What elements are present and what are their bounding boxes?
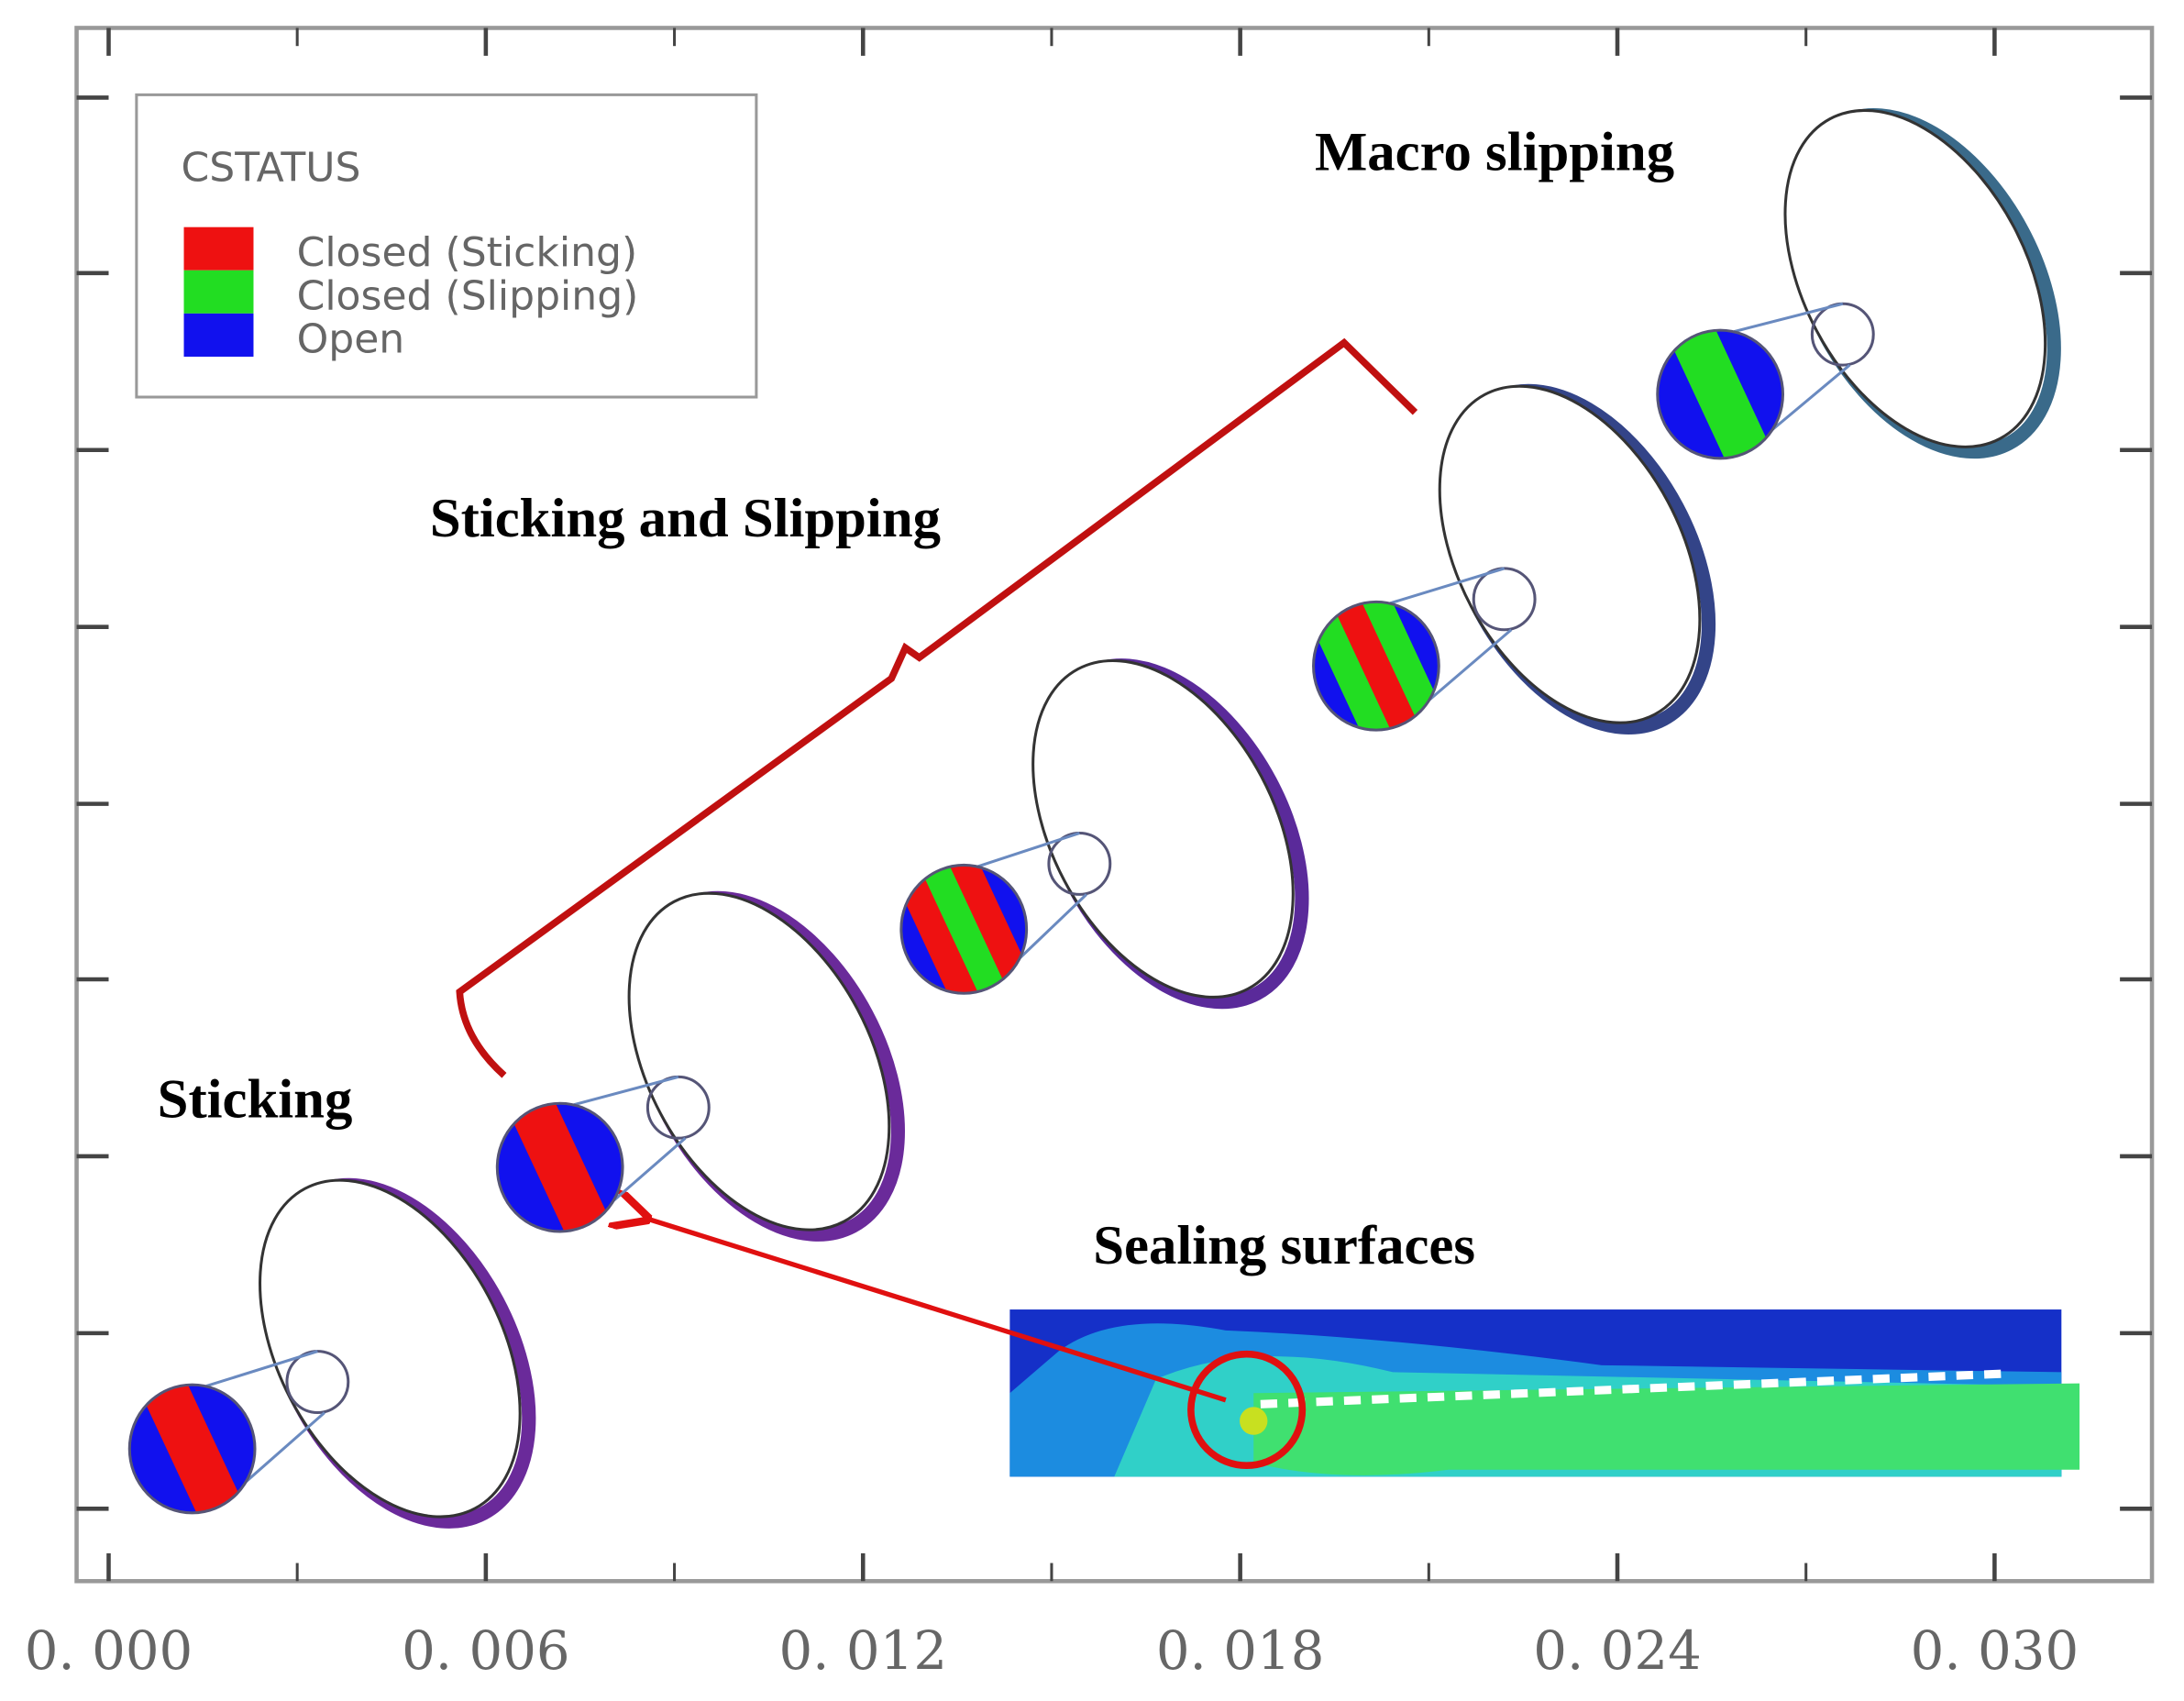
stripe — [941, 845, 1038, 1000]
stripe — [1328, 583, 1425, 748]
legend-items: Closed (Sticking)Closed (Slipping)Open — [183, 226, 639, 362]
stripe — [915, 846, 1013, 1011]
ring — [259, 1178, 522, 1519]
x-tick-label: 0. 018 — [1156, 1619, 1325, 1682]
annotation: Sticking — [158, 1068, 353, 1130]
stripe — [136, 1364, 249, 1534]
legend-title: CSTATUS — [181, 145, 360, 192]
fe-thread — [1260, 1369, 2006, 1408]
x-tick-label: 0. 006 — [402, 1619, 570, 1682]
annotation: Sticking and Slipping — [430, 488, 941, 549]
legend-label: Closed (Slipping) — [297, 272, 639, 319]
inset-border — [495, 1101, 624, 1233]
zoom-line — [205, 1350, 318, 1388]
stripe — [503, 1082, 617, 1253]
axes: 0. 000 0. 006 0. 012 0. 018 0. 024 0. 030 — [25, 28, 2153, 1682]
x-tick-label: 0. 000 — [25, 1619, 193, 1682]
annotation: Sealing surfaces — [1093, 1215, 1475, 1276]
inset-border — [899, 863, 1029, 995]
x-tick-label: 0. 030 — [1911, 1619, 2079, 1682]
legend: CSTATUS Closed (Sticking)Closed (Slippin… — [135, 93, 758, 399]
zoom-spot — [645, 1075, 711, 1140]
ring — [1031, 658, 1295, 999]
legend-swatch — [183, 226, 254, 271]
inset-border — [127, 1383, 257, 1515]
legend-swatch — [183, 270, 254, 314]
fe-inset — [644, 1218, 2080, 1477]
ring-group — [879, 658, 1309, 1014]
annotation: Macro slipping — [1315, 121, 1674, 182]
legend-label: Closed (Sticking) — [297, 229, 638, 276]
highlight-circle — [1187, 1350, 1307, 1469]
ring — [627, 891, 891, 1232]
legend-label: Open — [297, 315, 405, 362]
zoom-line — [1389, 567, 1506, 605]
stripe — [1303, 595, 1400, 751]
fe-region — [1253, 1383, 2080, 1475]
x-tick-label: 0. 024 — [1533, 1619, 1702, 1682]
legend-swatch — [183, 313, 254, 357]
inset-border — [1656, 328, 1785, 460]
x-tick-label: 0. 012 — [778, 1619, 947, 1682]
zoom-line — [976, 832, 1080, 868]
arrow — [644, 1218, 1227, 1403]
stripe — [1663, 309, 1778, 480]
zoom-line — [573, 1075, 679, 1107]
zoom-line — [1733, 302, 1844, 334]
stripe — [1353, 580, 1450, 736]
stripe — [890, 858, 987, 1014]
inset-border — [1312, 600, 1440, 732]
bracket — [456, 337, 1418, 1078]
fe-hotspot — [1240, 1407, 1268, 1435]
ring — [1438, 384, 1702, 724]
zoom-spot — [1472, 567, 1537, 632]
